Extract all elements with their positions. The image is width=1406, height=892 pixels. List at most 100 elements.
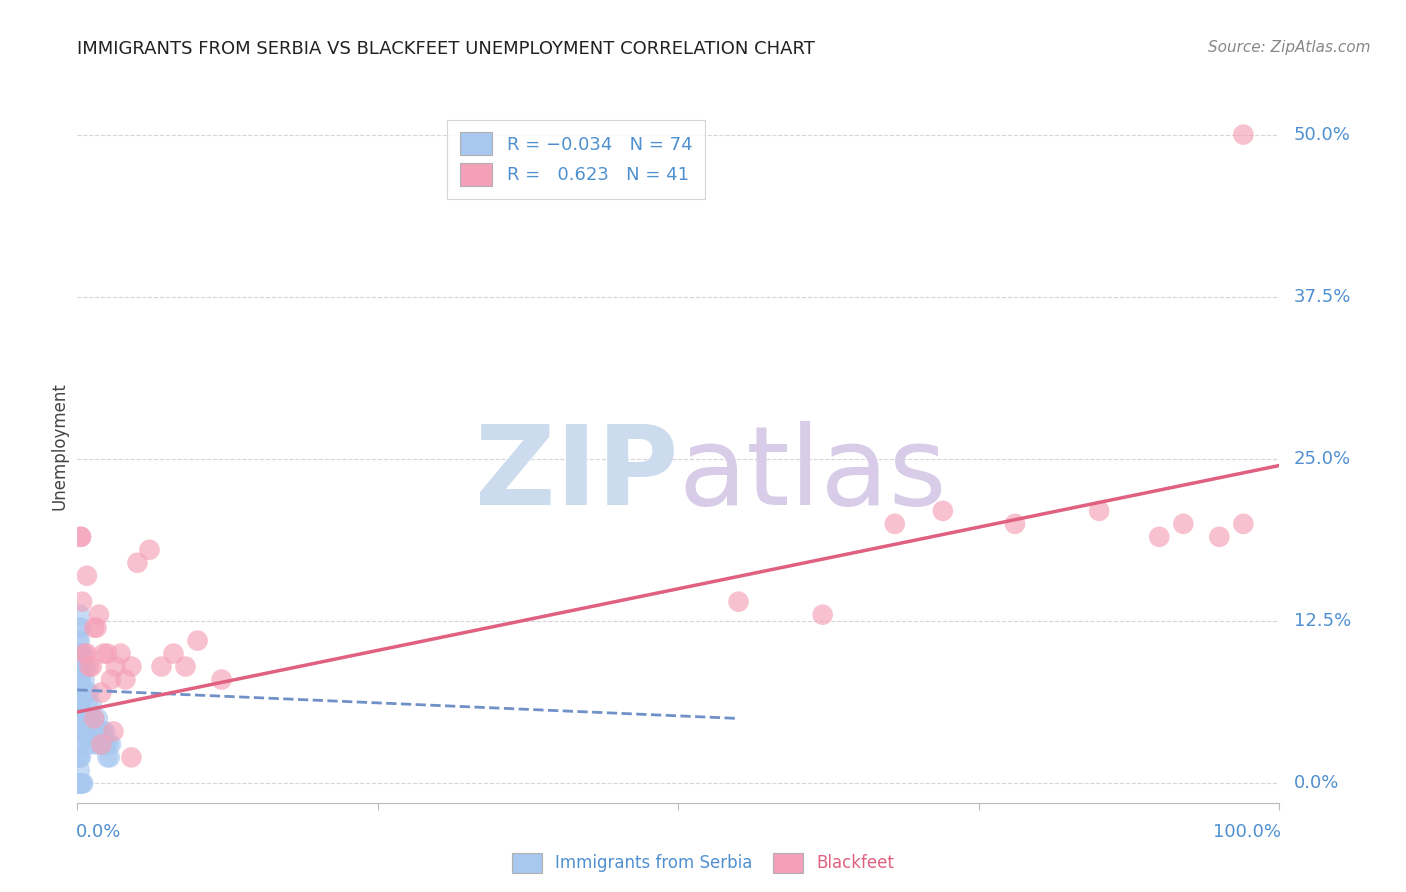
Point	[87, 607, 110, 622]
Point	[76, 685, 98, 699]
Point	[69, 750, 91, 764]
Point	[80, 698, 103, 713]
Point	[96, 647, 118, 661]
Point	[110, 647, 132, 661]
Point	[69, 764, 91, 778]
Point	[127, 556, 149, 570]
Point	[100, 738, 122, 752]
Point	[79, 685, 101, 699]
Point	[79, 738, 101, 752]
Text: Source: ZipAtlas.com: Source: ZipAtlas.com	[1208, 40, 1371, 55]
Point	[162, 647, 184, 661]
Point	[70, 673, 93, 687]
Text: 25.0%: 25.0%	[1294, 450, 1351, 468]
Point	[87, 711, 110, 725]
Point	[69, 673, 91, 687]
Point	[186, 633, 209, 648]
Point	[174, 659, 197, 673]
Point	[90, 738, 112, 752]
Point	[67, 724, 90, 739]
Point	[83, 621, 105, 635]
Point	[72, 711, 94, 725]
Point	[69, 647, 91, 661]
Point	[87, 738, 110, 752]
Point	[70, 685, 93, 699]
Point	[150, 659, 173, 673]
Point	[70, 595, 93, 609]
Point	[67, 698, 90, 713]
Point	[73, 647, 96, 661]
Point	[67, 776, 90, 790]
Point	[120, 750, 142, 764]
Point	[727, 595, 749, 609]
Point	[70, 776, 93, 790]
Point	[70, 530, 93, 544]
Legend: R = −0.034   N = 74, R =   0.623   N = 41: R = −0.034 N = 74, R = 0.623 N = 41	[447, 120, 704, 199]
Point	[1232, 128, 1254, 142]
Point	[94, 724, 117, 739]
Point	[69, 607, 91, 622]
Point	[98, 750, 121, 764]
Point	[73, 673, 96, 687]
Point	[138, 542, 160, 557]
Point	[67, 776, 90, 790]
Point	[84, 738, 107, 752]
Point	[67, 685, 90, 699]
Point	[120, 659, 142, 673]
Point	[932, 504, 955, 518]
Point	[1208, 530, 1230, 544]
Point	[79, 711, 101, 725]
Point	[69, 633, 91, 648]
Point	[75, 659, 97, 673]
Point	[66, 776, 89, 790]
Point	[70, 724, 93, 739]
Point	[93, 738, 115, 752]
Point	[1232, 516, 1254, 531]
Point	[67, 776, 90, 790]
Point	[83, 711, 105, 725]
Point	[67, 659, 90, 673]
Text: 37.5%: 37.5%	[1294, 288, 1351, 306]
Point	[1149, 530, 1171, 544]
Text: 100.0%: 100.0%	[1212, 822, 1281, 841]
Point	[69, 621, 91, 635]
Point	[69, 711, 91, 725]
Point	[67, 738, 90, 752]
Point	[70, 530, 93, 544]
Legend: Immigrants from Serbia, Blackfeet: Immigrants from Serbia, Blackfeet	[505, 847, 901, 880]
Point	[96, 738, 118, 752]
Point	[1173, 516, 1195, 531]
Point	[67, 633, 90, 648]
Point	[70, 647, 93, 661]
Point	[86, 621, 108, 635]
Text: ZIP: ZIP	[475, 421, 679, 528]
Point	[811, 607, 834, 622]
Point	[72, 659, 94, 673]
Point	[67, 776, 90, 790]
Point	[91, 724, 114, 739]
Point	[75, 711, 97, 725]
Point	[67, 750, 90, 764]
Y-axis label: Unemployment: Unemployment	[51, 382, 69, 510]
Point	[82, 724, 104, 739]
Point	[90, 685, 112, 699]
Point	[1004, 516, 1026, 531]
Point	[70, 647, 93, 661]
Point	[97, 738, 120, 752]
Point	[67, 673, 90, 687]
Text: 0.0%: 0.0%	[1294, 774, 1340, 792]
Point	[114, 673, 136, 687]
Point	[70, 698, 93, 713]
Point	[67, 776, 90, 790]
Point	[67, 776, 90, 790]
Point	[90, 738, 112, 752]
Point	[80, 659, 103, 673]
Text: 12.5%: 12.5%	[1294, 612, 1351, 630]
Point	[69, 685, 91, 699]
Point	[83, 711, 105, 725]
Point	[69, 659, 91, 673]
Point	[67, 647, 90, 661]
Text: 0.0%: 0.0%	[76, 822, 121, 841]
Point	[1088, 504, 1111, 518]
Point	[69, 738, 91, 752]
